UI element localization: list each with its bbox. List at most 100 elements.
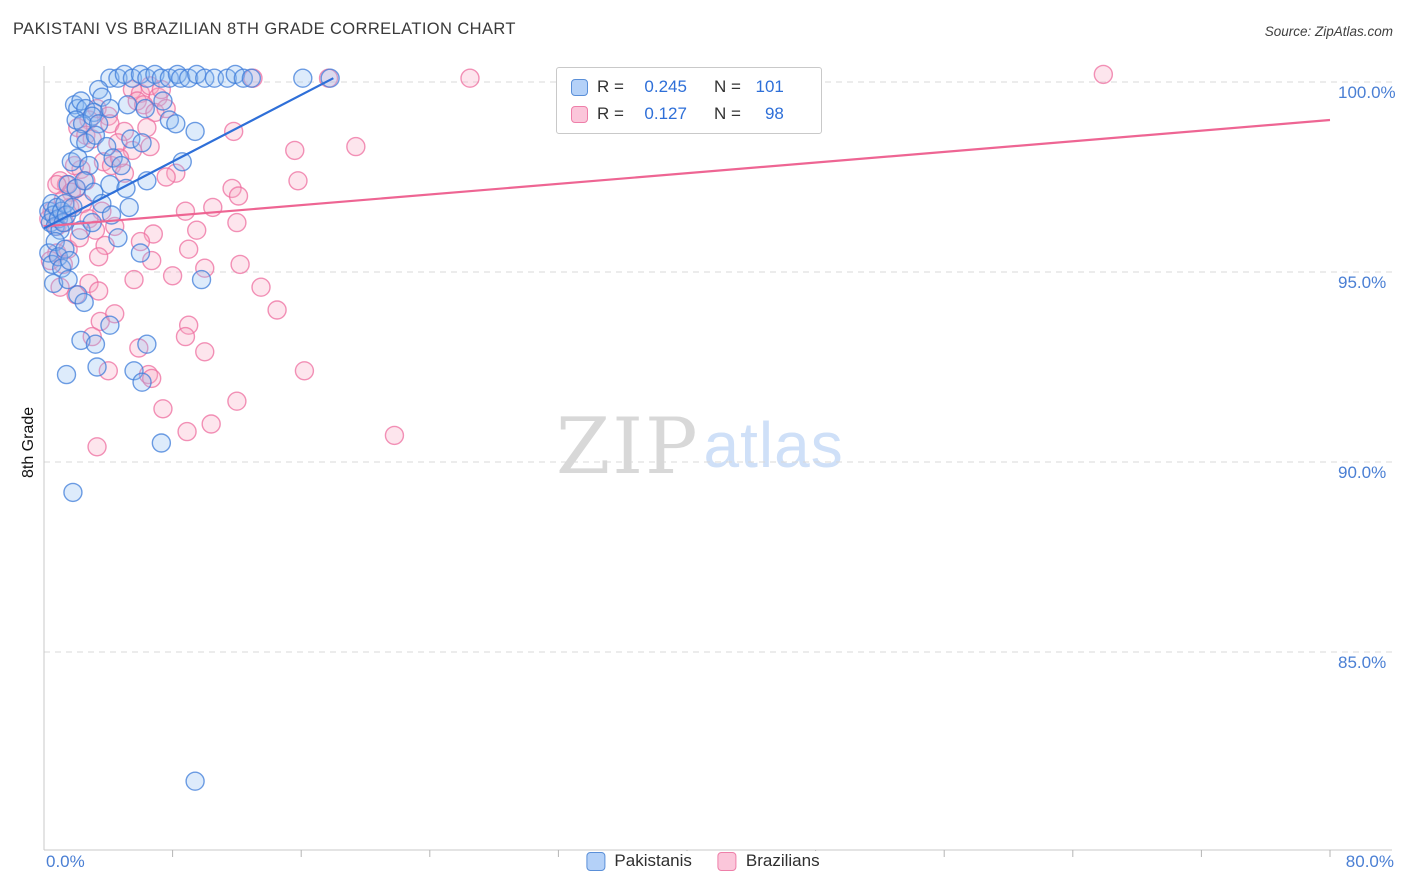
point-Brazilians[interactable] [227,391,247,411]
point-Pakistanis[interactable] [111,155,131,176]
point-Brazilians[interactable] [88,281,109,301]
point-Brazilians[interactable] [98,106,119,126]
point-Brazilians[interactable] [69,228,90,248]
point-Brazilians[interactable] [175,326,196,347]
point-Pakistanis[interactable] [121,129,141,149]
point-Brazilians[interactable] [177,421,197,442]
point-Brazilians[interactable] [156,167,176,187]
point-Brazilians[interactable] [230,254,250,275]
point-Brazilians[interactable] [195,342,215,362]
point-Brazilians[interactable] [222,178,242,199]
point-Brazilians[interactable] [109,148,130,168]
legend-item-pakistanis[interactable]: Pakistanis [586,851,692,871]
point-Pakistanis[interactable] [185,121,205,142]
point-Brazilians[interactable] [114,121,135,142]
point-Pakistanis[interactable] [96,136,117,157]
point-Pakistanis[interactable] [135,98,155,119]
watermark-atlas: atlas [703,409,844,481]
point-Pakistanis[interactable] [170,68,191,88]
point-Pakistanis[interactable] [71,220,91,240]
brazilians-r-value: 0.127 [644,104,687,123]
point-Brazilians[interactable] [88,247,109,267]
point-Brazilians[interactable] [87,437,107,457]
point-Pakistanis[interactable] [71,330,91,351]
legend-item-brazilians[interactable]: Brazilians [717,851,820,871]
point-Brazilians[interactable] [124,269,144,290]
point-Pakistanis[interactable] [132,372,152,392]
point-Pakistanis[interactable] [79,155,99,176]
point-Brazilians[interactable] [227,212,247,233]
point-Brazilians[interactable] [288,171,308,191]
point-Pakistanis[interactable] [130,243,151,263]
point-Brazilians[interactable] [187,220,207,240]
point-Brazilians[interactable] [166,163,186,183]
point-Brazilians[interactable] [142,250,162,271]
trend-line-Pakistanis [43,77,334,230]
point-Brazilians[interactable] [105,304,125,324]
point-Pakistanis[interactable] [56,364,77,385]
point-Pakistanis[interactable] [100,315,120,335]
y-tick-label: 100.0% [1338,83,1396,102]
point-Brazilians[interactable] [162,266,183,286]
point-Pakistanis[interactable] [153,91,173,111]
point-Pakistanis[interactable] [103,148,123,168]
point-Brazilians[interactable] [175,201,196,221]
point-Pakistanis[interactable] [45,231,65,252]
point-Brazilians[interactable] [195,258,215,278]
point-Brazilians[interactable] [346,136,366,157]
point-Brazilians[interactable] [1093,64,1114,85]
point-Brazilians[interactable] [153,399,173,419]
point-Brazilians[interactable] [130,231,151,252]
r-label: R = [597,77,624,96]
point-Brazilians[interactable] [178,315,199,335]
point-Pakistanis[interactable] [320,68,340,88]
point-Pakistanis[interactable] [166,114,186,134]
point-Pakistanis[interactable] [137,334,157,354]
point-Brazilians[interactable] [201,414,221,434]
point-Pakistanis[interactable] [74,292,94,313]
point-Pakistanis[interactable] [108,228,128,248]
point-Brazilians[interactable] [137,117,157,138]
point-Pakistanis[interactable] [233,68,254,88]
point-Brazilians[interactable] [294,361,315,381]
point-Pakistanis[interactable] [293,68,313,88]
point-Brazilians[interactable] [285,140,305,161]
point-Brazilians[interactable] [223,121,244,142]
brazilians-legend-label: Brazilians [745,851,820,870]
point-Pakistanis[interactable] [48,247,69,267]
point-Brazilians[interactable] [178,239,199,259]
point-Pakistanis[interactable] [82,106,102,126]
point-Pakistanis[interactable] [119,197,139,218]
point-Pakistanis[interactable] [241,68,262,88]
point-Pakistanis[interactable] [60,250,80,271]
point-Pakistanis[interactable] [43,273,64,294]
point-Pakistanis[interactable] [151,68,172,88]
point-Brazilians[interactable] [142,368,162,389]
point-Pakistanis[interactable] [63,482,83,503]
point-Brazilians[interactable] [267,300,287,320]
trend-line-Brazilians [43,118,1331,228]
point-Pakistanis[interactable] [55,239,75,259]
point-Pakistanis[interactable] [85,334,106,354]
point-Brazilians[interactable] [384,425,405,446]
point-Pakistanis[interactable] [87,357,107,377]
point-Pakistanis[interactable] [72,114,93,134]
point-Pakistanis[interactable] [100,98,120,119]
point-Brazilians[interactable] [98,361,119,381]
point-Pakistanis[interactable] [185,771,205,791]
point-Pakistanis[interactable] [58,269,78,290]
point-Pakistanis[interactable] [191,269,212,290]
point-Pakistanis[interactable] [117,95,138,115]
point-Pakistanis[interactable] [68,285,88,305]
point-Pakistanis[interactable] [76,133,96,153]
point-Pakistanis[interactable] [132,133,152,153]
point-Brazilians[interactable] [228,186,249,206]
point-Pakistanis[interactable] [51,258,72,278]
point-Pakistanis[interactable] [39,243,59,263]
point-Pakistanis[interactable] [88,114,109,134]
point-Pakistanis[interactable] [68,148,88,168]
point-Brazilians[interactable] [460,68,480,88]
point-Brazilians[interactable] [251,277,271,297]
point-Pakistanis[interactable] [151,433,172,453]
